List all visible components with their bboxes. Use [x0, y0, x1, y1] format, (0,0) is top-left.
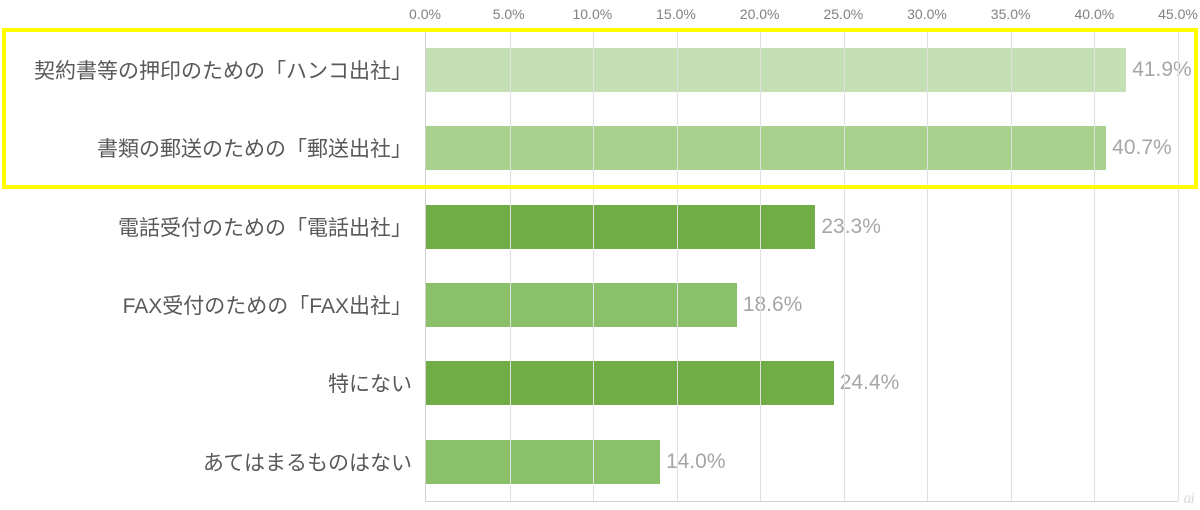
x-axis-tick: 15.0%: [656, 6, 696, 22]
x-axis-tick: 30.0%: [907, 6, 947, 22]
category-label: 契約書等の押印のための「ハンコ出社」: [0, 55, 418, 85]
value-label: 40.7%: [1112, 136, 1172, 160]
bar-row: あてはまるものはない14.0%: [426, 423, 1178, 501]
x-axis-tick: 25.0%: [823, 6, 863, 22]
category-label: あてはまるものはない: [0, 447, 418, 477]
value-label: 41.9%: [1132, 58, 1192, 82]
category-label: FAX受付のための「FAX出社」: [0, 290, 418, 320]
bar: 23.3%: [426, 205, 815, 249]
grid-line: [677, 31, 678, 501]
x-axis-tick: 35.0%: [991, 6, 1031, 22]
bar-row: 契約書等の押印のための「ハンコ出社」41.9%: [426, 31, 1178, 109]
x-axis-tick: 10.0%: [572, 6, 612, 22]
chart-container: 0.0% 5.0% 10.0% 15.0% 20.0% 25.0% 30.0% 35.0% 40…: [0, 0, 1200, 510]
x-axis-tick: 0.0%: [409, 6, 441, 22]
bar-row: FAX受付のための「FAX出社」18.6%: [426, 266, 1178, 344]
grid-line: [1094, 31, 1095, 501]
category-label: 書類の郵送のための「郵送出社」: [0, 133, 418, 163]
grid-line: [927, 31, 928, 501]
category-label: 電話受付のための「電話出社」: [0, 212, 418, 242]
grid-line: [1178, 31, 1179, 501]
category-label: 特にない: [0, 368, 418, 398]
bars-layer: 契約書等の押印のための「ハンコ出社」41.9%書類の郵送のための「郵送出社」40…: [426, 31, 1178, 501]
bar: 41.9%: [426, 48, 1126, 92]
bar: 14.0%: [426, 440, 660, 484]
x-axis-tick: 5.0%: [493, 6, 525, 22]
bar-row: 特にない24.4%: [426, 344, 1178, 422]
x-axis-tick: 45.0%: [1158, 6, 1198, 22]
x-axis-tick: 20.0%: [740, 6, 780, 22]
grid-line: [510, 31, 511, 501]
bar: 40.7%: [426, 126, 1106, 170]
grid-line: [844, 31, 845, 501]
value-label: 24.4%: [840, 371, 900, 395]
grid-line: [760, 31, 761, 501]
plot-area: 契約書等の押印のための「ハンコ出社」41.9%書類の郵送のための「郵送出社」40…: [425, 30, 1178, 502]
watermark: ai: [1184, 490, 1194, 508]
grid-line: [1011, 31, 1012, 501]
x-axis: 0.0%5.0%10.0%15.0%20.0%25.0%30.0%35.0%40…: [425, 0, 1178, 30]
value-label: 23.3%: [821, 215, 881, 239]
bar: 18.6%: [426, 283, 737, 327]
grid-line: [593, 31, 594, 501]
bar-row: 書類の郵送のための「郵送出社」40.7%: [426, 109, 1178, 187]
value-label: 18.6%: [743, 293, 803, 317]
bar: 24.4%: [426, 361, 834, 405]
x-axis-tick: 40.0%: [1074, 6, 1114, 22]
value-label: 14.0%: [666, 450, 726, 474]
bar-row: 電話受付のための「電話出社」23.3%: [426, 188, 1178, 266]
